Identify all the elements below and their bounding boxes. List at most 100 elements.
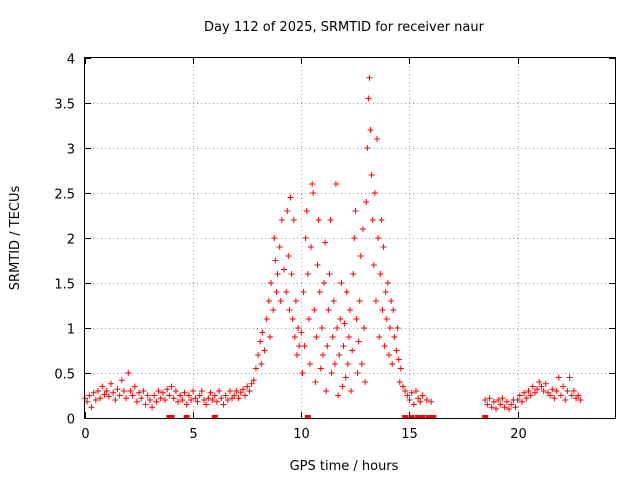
data-point [348,388,355,394]
y-axis-ticks: 0 0.5 1 1.5 2 2.5 3 3.5 4 [54,53,615,428]
data-point [534,386,541,393]
data-point [277,298,284,304]
data-point [112,397,119,403]
data-point [495,397,502,403]
data-point [384,280,391,286]
data-point [340,343,347,349]
data-point [499,395,506,402]
data-point [397,365,404,372]
data-point [486,395,493,402]
data-point [540,388,547,394]
data-point [314,262,321,268]
data-point [99,383,106,390]
data-point [281,266,288,273]
data-point [553,388,560,394]
data-point [185,392,192,399]
data-point [129,392,136,399]
data-point [354,370,361,376]
data-point [523,395,530,402]
data-point [542,380,549,387]
x-axis-ticks: 0 5 10 15 20 [81,58,527,442]
data-point [371,190,378,196]
data-point [272,257,279,264]
data-point [357,253,364,259]
data-point [364,145,371,151]
data-point [207,389,214,396]
data-point [394,325,401,331]
data-point [417,398,424,405]
data-point [315,217,322,223]
data-point [213,398,220,405]
y-tick-label: 1.5 [54,278,75,293]
data-point [235,395,242,402]
data-point [377,271,384,277]
data-point [265,298,272,304]
data-point [362,379,369,385]
data-point [351,235,358,241]
data-point [322,239,329,246]
data-point [114,386,121,393]
data-point [312,379,319,385]
data-point [261,347,268,354]
data-point [273,289,280,295]
data-point [179,397,186,403]
data-point [170,395,177,402]
data-point [368,172,375,178]
data-point [408,389,415,396]
data-point [512,404,519,411]
data-point [146,397,153,403]
data-point [428,398,435,405]
data-point [316,289,323,295]
zero-point [482,415,489,418]
data-point [536,379,543,385]
data-point [284,208,291,214]
data-point [190,388,197,394]
data-point [120,388,127,394]
data-point [183,401,190,408]
data-point [305,316,312,322]
data-point [136,389,143,396]
data-point [335,392,342,399]
data-point [350,271,357,277]
data-point [324,343,331,349]
data-point [278,217,285,223]
data-point [325,307,332,313]
data-point [551,395,558,402]
data-point [359,226,366,232]
data-point [547,392,554,399]
data-point [166,392,173,399]
data-point [303,208,310,214]
data-point [86,392,93,399]
data-point [248,380,255,387]
data-point [369,217,376,223]
data-point [328,370,335,376]
data-point [352,208,359,214]
data-point [577,397,584,403]
data-point [226,388,233,394]
data-point [127,388,134,394]
chart-title: Day 112 of 2025, SRMTID for receiver nau… [204,20,485,35]
data-point [142,401,149,408]
data-point [259,329,266,336]
data-point [345,334,352,340]
data-point [412,388,419,394]
data-point [516,392,523,399]
data-point [338,280,345,286]
data-point [482,397,489,403]
data-point [396,379,403,385]
data-point [288,271,295,277]
data-point [266,334,273,340]
data-point [406,397,413,403]
data-point [372,298,379,304]
data-point [330,298,337,304]
data-point [271,235,278,241]
data-point [177,392,184,399]
x-tick-label: 10 [293,427,310,442]
data-point [353,316,360,322]
data-point [97,395,104,402]
data-point [347,307,353,313]
data-point [211,392,218,399]
data-point [244,383,251,390]
data-point [149,404,156,411]
data-point [203,401,210,408]
